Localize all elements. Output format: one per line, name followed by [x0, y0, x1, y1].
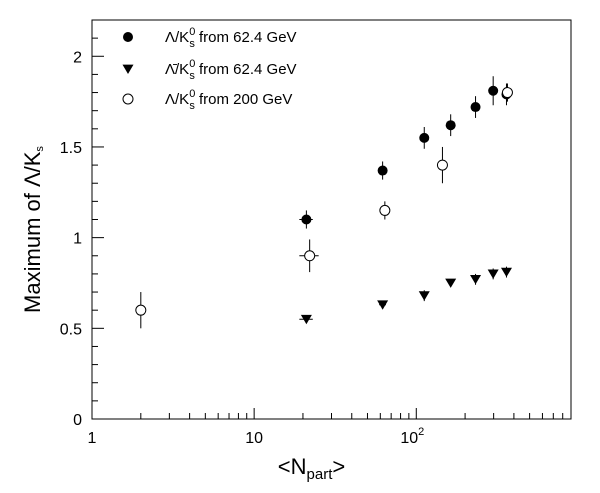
data-point	[487, 269, 499, 279]
legend-label: Λ̄/K0 s from 62.4 GeV	[165, 58, 297, 82]
data-point	[377, 300, 389, 310]
plot-border	[91, 19, 572, 420]
legend-label: Λ/K0 s from 62.4 GeV	[165, 26, 297, 50]
data-point	[379, 204, 391, 216]
data-point	[445, 120, 456, 131]
y-tick-label: 2	[73, 49, 82, 66]
x-tick-label: 102	[400, 426, 424, 447]
data-point	[377, 165, 388, 176]
plot-frame	[91, 19, 572, 420]
data-point	[470, 274, 482, 285]
data-point	[300, 314, 312, 325]
legend: Λ/K0 s from 62.4 GeV Λ̄/K0 s from 62.4 GeV Λ…	[122, 26, 297, 112]
legend-item: Λ̄/K0 s from 62.4 GeV	[122, 58, 297, 82]
data-point	[501, 87, 513, 99]
x-tick-label: 10	[245, 430, 263, 447]
data-point	[135, 304, 147, 316]
legend-item: Λ/K0 s from 62.4 GeV	[123, 26, 297, 50]
y-tick-label: 1.5	[60, 140, 82, 157]
x-tick-label: 1	[88, 430, 97, 447]
legend-item: Λ/K0 s from 200 GeV	[122, 88, 292, 112]
y-axis-label: Maximum of Λ/Ks	[20, 146, 46, 313]
data-point	[418, 291, 430, 301]
data-point	[488, 85, 499, 96]
legend-marker	[122, 64, 134, 74]
legend-marker	[123, 32, 133, 42]
data-point	[301, 214, 312, 225]
data-point	[445, 278, 457, 288]
series-2	[299, 266, 512, 325]
data-point	[436, 159, 448, 171]
axis-ticks	[91, 19, 572, 420]
y-tick-label: 1	[73, 231, 82, 248]
series-1	[299, 76, 512, 229]
y-tick-label: 0.5	[60, 321, 82, 338]
data-point	[470, 102, 481, 113]
legend-marker	[122, 93, 134, 105]
x-axis-label: <Npart>	[278, 454, 345, 483]
data-point	[500, 267, 512, 278]
data-point	[419, 132, 430, 143]
data-points	[135, 76, 513, 329]
legend-label: Λ/K0 s from 200 GeV	[165, 88, 292, 112]
y-tick-label: 0	[73, 412, 82, 429]
series-3	[135, 83, 513, 329]
data-point	[304, 250, 316, 262]
tick-labels: 1 10 102 0 0.5 1 1.5 2	[60, 49, 424, 447]
